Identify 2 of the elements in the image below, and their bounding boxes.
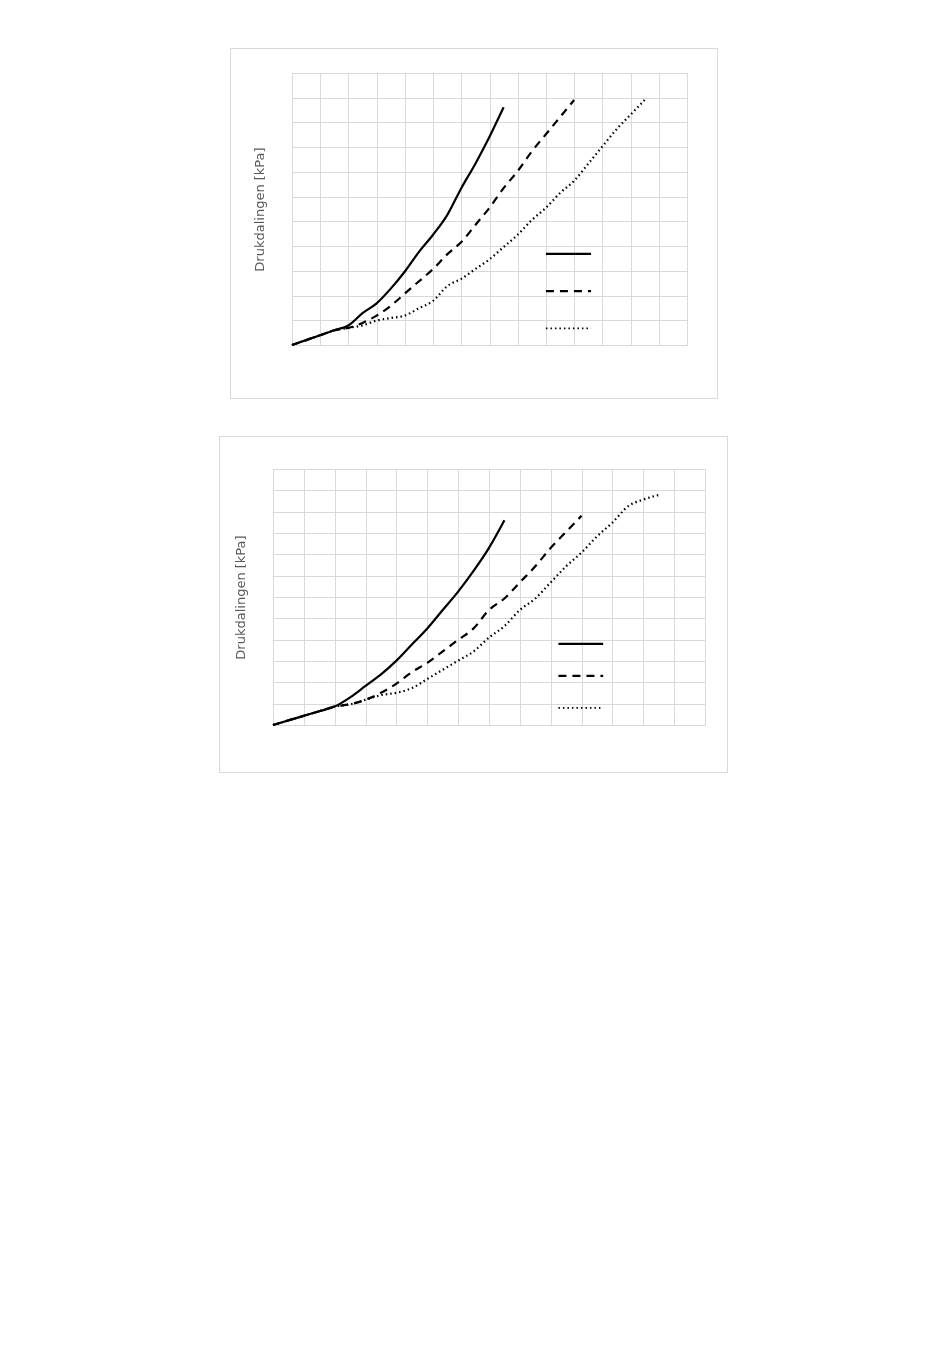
y-axis-title: Drukdalingen [kPa] [251,147,267,272]
y-axis-title: Drukdalingen [kPa] [232,535,248,660]
